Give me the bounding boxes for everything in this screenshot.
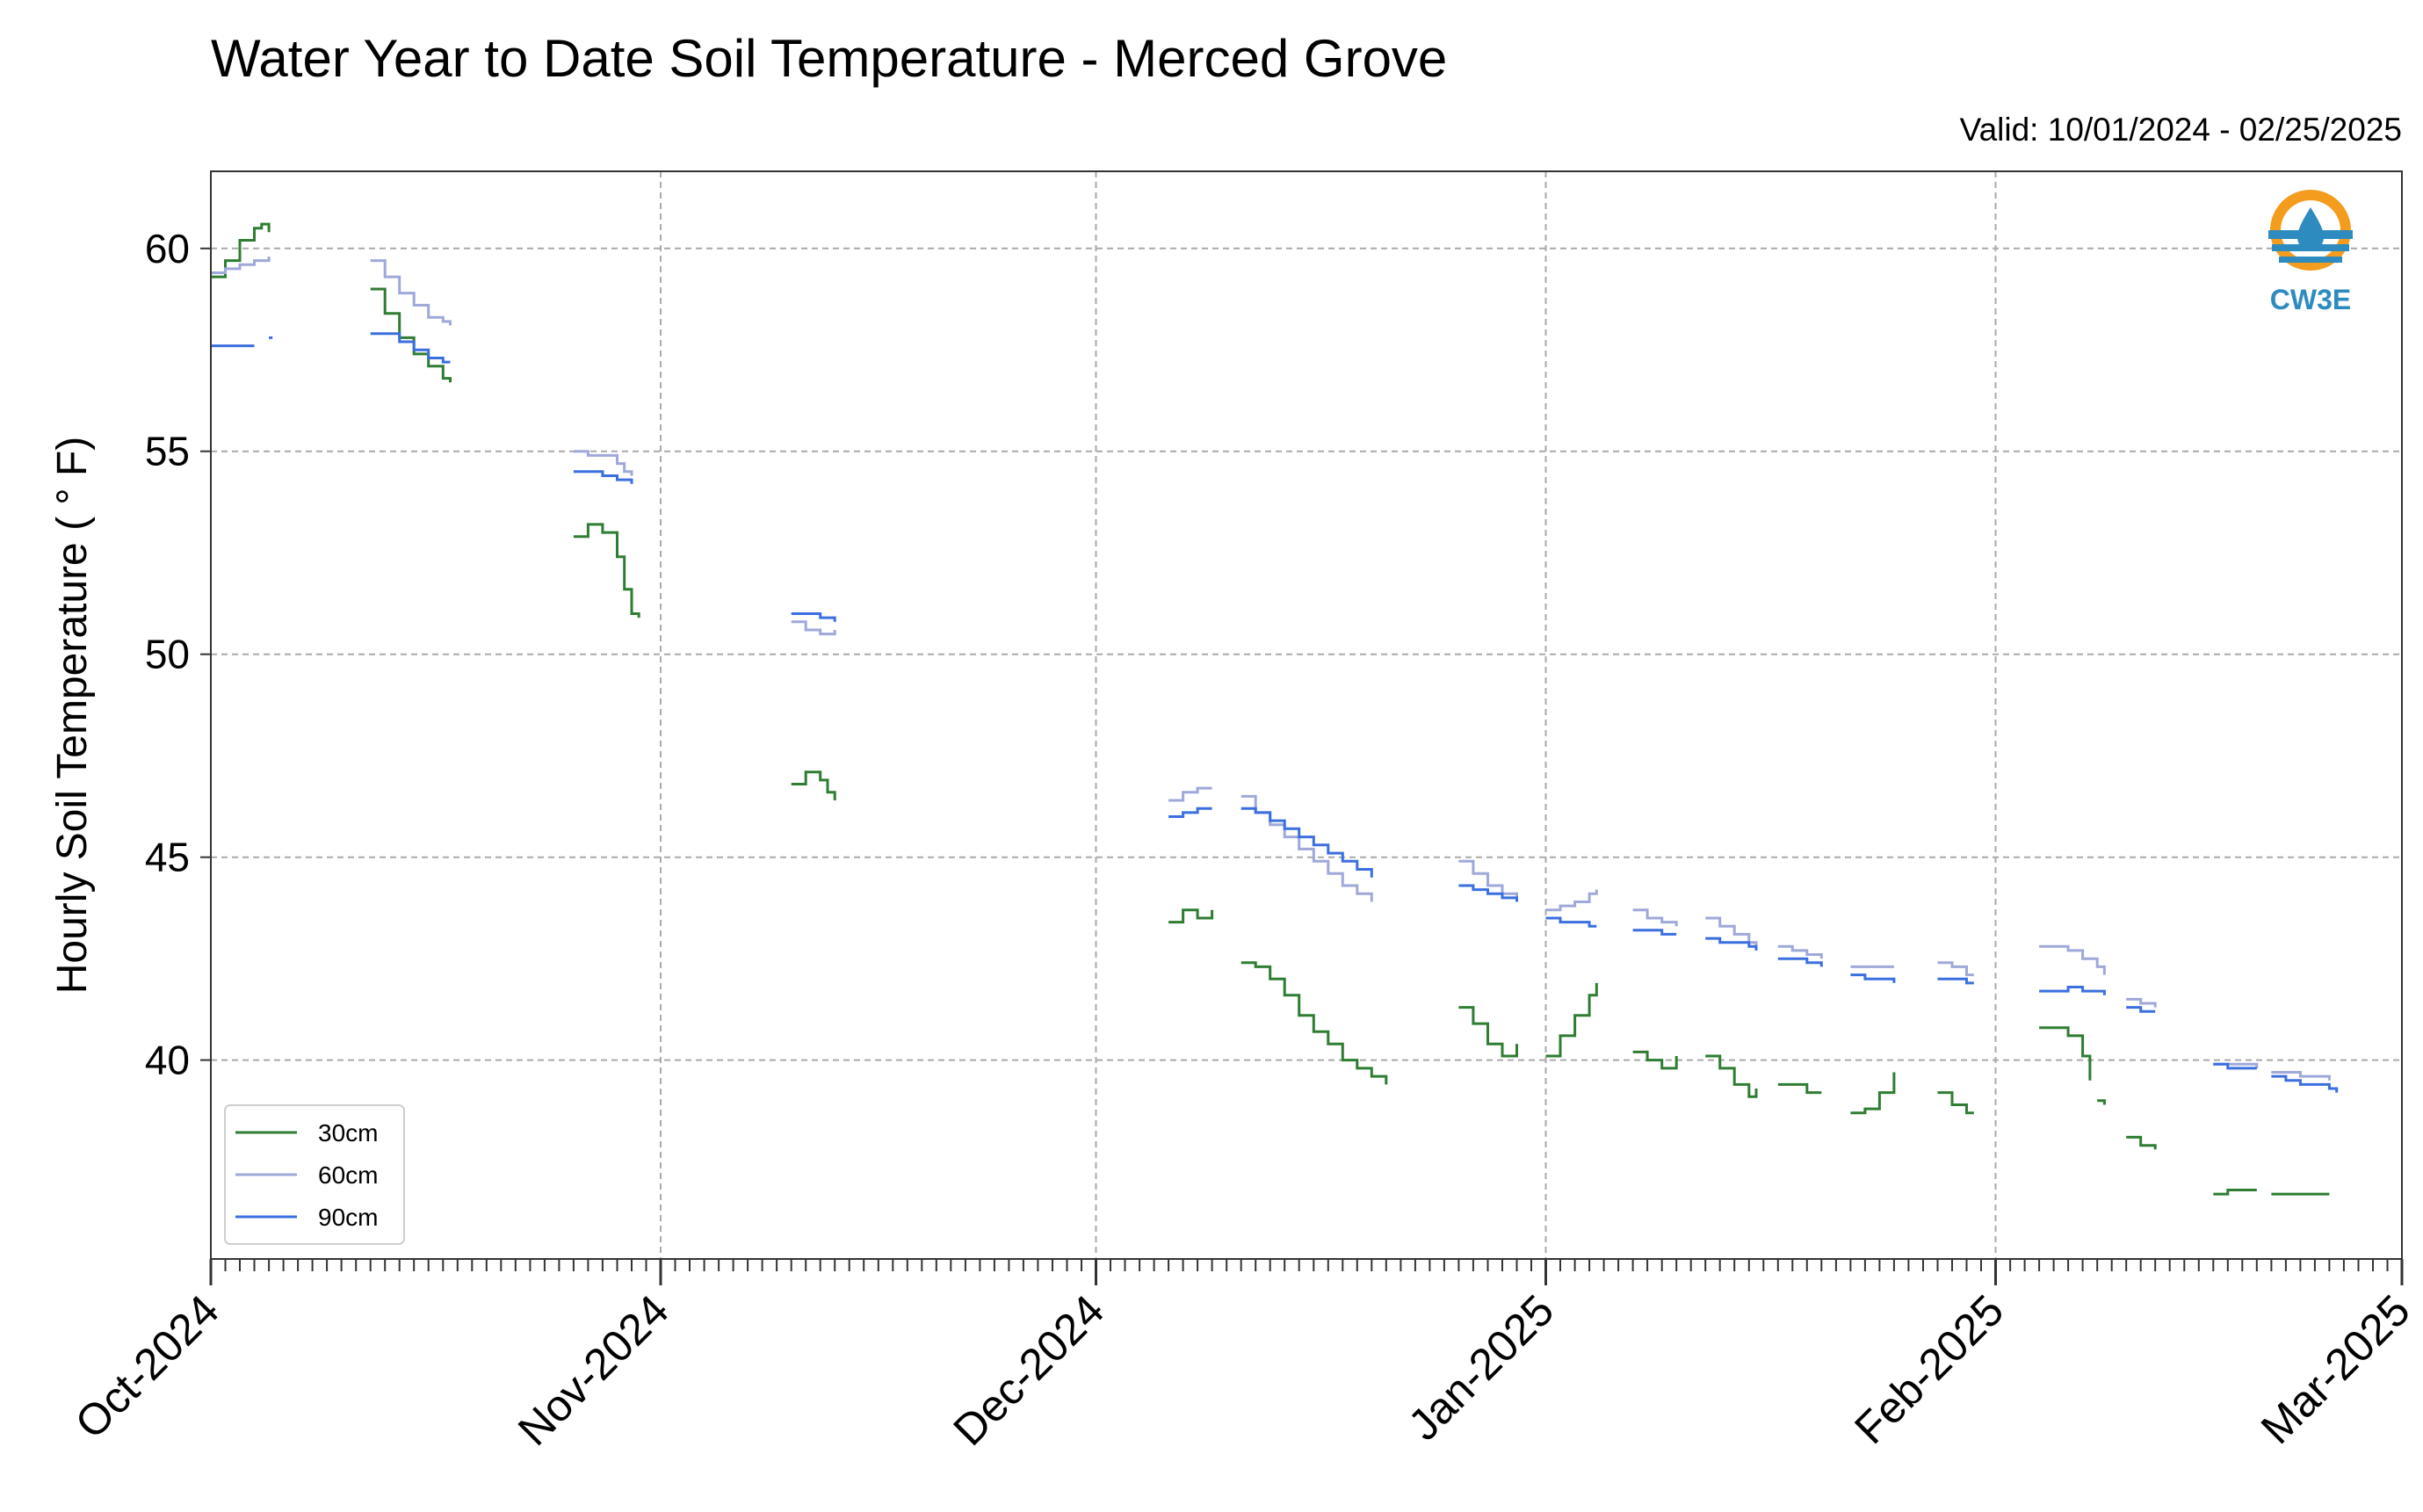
- series-line-90cm: [2271, 1074, 2339, 1093]
- series-line-60cm: [1545, 889, 1598, 912]
- series-line-90cm: [1458, 884, 1518, 902]
- series-line-60cm: [1632, 908, 1678, 927]
- series-line-30cm: [1705, 1054, 1758, 1098]
- cw3e-logo-text: CW3E: [2270, 284, 2351, 315]
- legend-box: [224, 1104, 405, 1245]
- y-tick-label: 40: [145, 1038, 190, 1083]
- series-line-90cm: [2039, 986, 2106, 995]
- series-line-90cm: [791, 612, 836, 622]
- series-line-60cm: [370, 259, 452, 326]
- series-line-30cm: [1937, 1091, 1974, 1115]
- series-line-90cm: [1777, 957, 1823, 967]
- series-line-90cm: [1632, 929, 1677, 936]
- series-line-30cm: [2039, 1026, 2092, 1081]
- water-drop-icon: [2297, 207, 2324, 251]
- series-line-30cm: [1458, 1006, 1518, 1058]
- series-line-60cm: [2039, 944, 2106, 975]
- series-line-90cm: [2126, 1006, 2156, 1013]
- x-tick-label: Jan-2025: [1399, 1285, 1563, 1450]
- x-tick-label: Nov-2024: [509, 1285, 678, 1455]
- series-line-90cm: [573, 470, 633, 484]
- y-tick-label: 60: [145, 226, 190, 271]
- gridlines: [211, 171, 2402, 1259]
- series-line-60cm: [2271, 1071, 2331, 1081]
- series-line-90cm: [1850, 973, 1896, 983]
- series-line-90cm: [1705, 937, 1758, 951]
- series-line-30cm: [2126, 1135, 2157, 1150]
- series-line-90cm: [2213, 1062, 2257, 1070]
- series-line-60cm: [573, 450, 633, 476]
- valid-date-range: Valid: 10/01/2024 - 02/25/2025: [1960, 112, 2402, 148]
- series-line-30cm: [1632, 1050, 1678, 1070]
- y-tick-label: 45: [145, 835, 190, 880]
- y-axis-ticks: 40 45 50 55 60: [145, 226, 211, 1083]
- y-tick-label: 50: [145, 632, 190, 677]
- series-line-30cm: [1240, 961, 1388, 1085]
- legend: 30cm 60cm 90cm: [224, 1104, 405, 1245]
- cw3e-logo: CW3E: [2268, 190, 2353, 315]
- legend-label-90cm: 90cm: [318, 1204, 378, 1231]
- legend-label-60cm: 60cm: [318, 1161, 378, 1189]
- series-line-60cm: [1777, 944, 1823, 959]
- series-line-90cm: [1168, 807, 1212, 818]
- x-tick-label: Mar-2025: [2252, 1285, 2419, 1453]
- x-tick-label: Dec-2024: [944, 1285, 1113, 1455]
- x-axis-ticks: Oct-2024 Nov-2024 Dec-2024 Jan-2025 Feb-2025…: [66, 1259, 2419, 1455]
- series-line-60cm: [1168, 786, 1212, 802]
- series-line-90cm: [1937, 977, 1974, 985]
- series-line-60cm: [1705, 916, 1758, 947]
- series-line-60cm: [2126, 997, 2157, 1008]
- series-line-30cm: [1545, 982, 1598, 1058]
- series-line-30cm: [211, 222, 271, 279]
- series-line-60cm: [1937, 961, 1974, 977]
- series-line-30cm: [1777, 1082, 1822, 1095]
- legend-label-30cm: 30cm: [318, 1119, 378, 1147]
- x-tick-label: Oct-2024: [66, 1285, 228, 1448]
- x-tick-label: Feb-2025: [1845, 1285, 2013, 1453]
- series-line-30cm: [791, 770, 836, 800]
- series-line-90cm: [1240, 807, 1373, 878]
- y-axis-label: Hourly Soil Temperature ( ° F): [49, 437, 96, 995]
- series-line-60cm: [791, 620, 836, 636]
- chart-title: Water Year to Date Soil Temperature - Me…: [211, 29, 1447, 88]
- series-line-60cm: [1458, 859, 1518, 902]
- series-line-90cm: [1545, 916, 1597, 928]
- series-line-30cm: [370, 287, 452, 383]
- series-line-90cm: [370, 332, 451, 364]
- series-line-30cm: [2097, 1099, 2106, 1105]
- series-line-30cm: [573, 523, 640, 619]
- series-line-30cm: [2213, 1189, 2257, 1196]
- series-line-60cm: [211, 257, 271, 274]
- series-line-30cm: [1850, 1072, 1896, 1115]
- series-line-30cm: [1168, 908, 1214, 924]
- plot-frame: [210, 170, 2403, 1260]
- series-lines: [211, 222, 2339, 1196]
- y-tick-label: 55: [145, 429, 190, 474]
